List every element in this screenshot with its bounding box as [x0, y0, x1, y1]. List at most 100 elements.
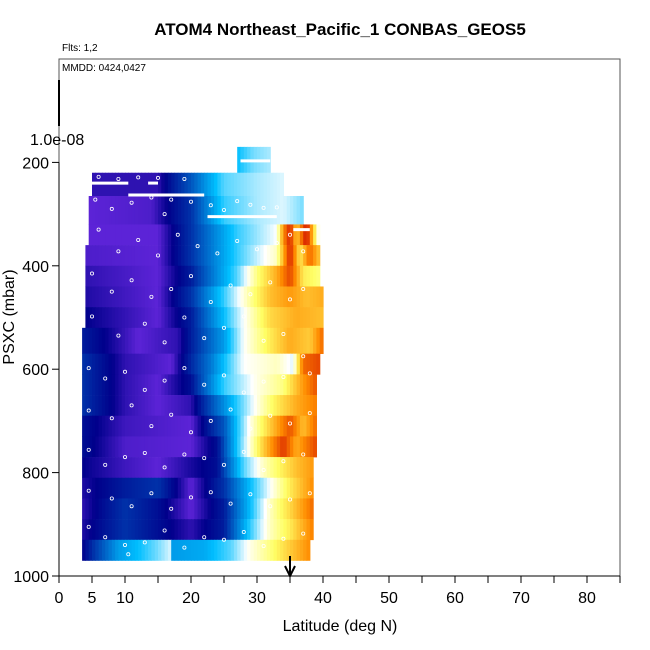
heatmap-cell [98, 395, 103, 417]
heatmap-cell [280, 286, 284, 308]
heatmap-cell [118, 519, 123, 541]
heatmap-cell [128, 436, 133, 458]
heatmap-cell [138, 265, 143, 287]
data-point [162, 378, 167, 383]
heatmap-cell [191, 374, 195, 396]
data-point [116, 249, 121, 254]
heatmap-cell [161, 245, 166, 267]
heatmap-cell [270, 395, 275, 417]
heatmap-cell [141, 327, 146, 354]
heatmap-cell [197, 265, 202, 287]
heatmap-cell [260, 477, 265, 499]
x-tick-label: 20 [182, 590, 200, 607]
heatmap-cell [286, 395, 291, 417]
heatmap-cell [197, 196, 202, 225]
heatmap-cell [115, 539, 119, 561]
heatmap-cell [270, 353, 275, 375]
heatmap-cell [273, 196, 278, 225]
heatmap-cell [105, 498, 110, 520]
heatmap-cell [108, 477, 113, 499]
heatmap-cell [111, 519, 116, 541]
heatmap-cell [148, 539, 152, 561]
heatmap-cell [144, 539, 149, 561]
heatmap-cell [240, 519, 245, 541]
heatmap-cell [111, 374, 116, 396]
heatmap-cell [164, 327, 169, 354]
heatmap-cell [144, 415, 149, 437]
heatmap-cell [85, 436, 90, 458]
data-point [202, 382, 207, 387]
data-point [241, 449, 246, 454]
heatmap-cell [108, 457, 113, 479]
heatmap-cell [210, 415, 215, 437]
heatmap-cell [273, 539, 278, 561]
heatmap-cell [266, 172, 271, 197]
data-point [235, 238, 240, 243]
data-point [202, 456, 207, 461]
heatmap-cell [194, 224, 199, 246]
heatmap-cell [309, 224, 314, 246]
heatmap-cell [197, 286, 202, 308]
heatmap-cell [174, 327, 179, 354]
data-point [86, 488, 91, 493]
heatmap-cell [125, 307, 129, 329]
heatmap-cell [276, 374, 281, 396]
heatmap-cell [187, 415, 192, 437]
heatmap-cell [200, 327, 205, 354]
heatmap-cell [88, 436, 93, 458]
heatmap-cell [263, 265, 268, 287]
heatmap-cell [101, 224, 106, 246]
heatmap-cell [257, 457, 261, 479]
latitude-marker [284, 556, 296, 579]
heatmap-cell [257, 436, 261, 458]
heatmap-cell [194, 498, 199, 520]
heatmap-cell [158, 436, 162, 458]
heatmap-cell [224, 519, 228, 541]
heatmap-cell [253, 172, 258, 197]
heatmap-cell [194, 415, 199, 437]
heatmap-cell [92, 286, 96, 308]
heatmap-cell [184, 415, 189, 437]
heatmap-cell [299, 353, 304, 375]
heatmap-cell [88, 415, 93, 437]
heatmap-cell [276, 307, 281, 329]
heatmap-cell [134, 519, 139, 541]
heatmap-cell [92, 374, 96, 396]
heatmap-cell [266, 415, 271, 437]
data-point [307, 371, 312, 376]
heatmap-cell [286, 265, 291, 287]
heatmap-cell [121, 245, 126, 267]
heatmap-cell [237, 286, 242, 308]
heatmap-cell [306, 286, 311, 308]
data-point [86, 366, 91, 371]
heatmap-cell [134, 172, 139, 197]
y-tick-label: 200 [22, 155, 49, 172]
heatmap-cell [253, 436, 258, 458]
heatmap-cell [270, 245, 275, 267]
heatmap-cell [101, 374, 106, 396]
heatmap-cell [151, 196, 156, 225]
heatmap-cell [158, 498, 162, 520]
heatmap-cell [296, 457, 301, 479]
heatmap-cell [220, 519, 225, 541]
heatmap-cell [131, 436, 136, 458]
heatmap-cell [217, 436, 222, 458]
heatmap-cell [154, 286, 159, 308]
heatmap-cell [144, 436, 149, 458]
heatmap-cell [85, 498, 90, 520]
heatmap-cell [177, 307, 182, 329]
heatmap-cell [204, 224, 209, 246]
heatmap-cell [171, 224, 176, 246]
heatmap-cell [214, 539, 218, 561]
heatmap-cell [316, 307, 321, 329]
heatmap-cell [118, 245, 123, 267]
heatmap-cell [184, 245, 189, 267]
heatmap-cell [316, 245, 321, 267]
heatmap-cell [200, 224, 205, 246]
heatmap-cell [210, 265, 215, 287]
heatmap-cell [240, 286, 245, 308]
heatmap-cell [220, 395, 225, 417]
heatmap-cell [98, 327, 103, 354]
heatmap-cell [174, 498, 179, 520]
heatmap-cell [177, 327, 182, 354]
